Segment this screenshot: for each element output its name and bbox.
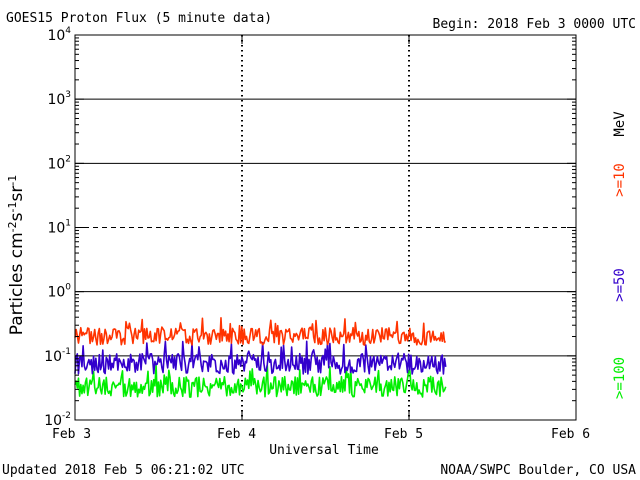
y-tick-label: 101 [47, 219, 71, 237]
series-layer [74, 317, 447, 398]
y-tick-label: 102 [47, 154, 71, 172]
grid-layer [75, 35, 576, 420]
chart-title: GOES15 Proton Flux (5 minute data) [6, 11, 272, 26]
legend-unit: MeV [612, 111, 628, 137]
x-axis-label: Universal Time [269, 443, 379, 458]
series-line-50 [74, 340, 447, 375]
x-tick-label: Feb 3 [52, 427, 91, 442]
axis-layer [74, 34, 577, 421]
series-line-10 [74, 317, 447, 346]
begin-label: Begin: 2018 Feb 3 0000 UTC [433, 17, 637, 32]
legend-label-10: >=10 [612, 163, 628, 197]
y-tick-label: 100 [47, 283, 71, 301]
y-tick-label: 10-2 [44, 411, 71, 429]
legend: >=10 >=50 >=100 MeV [612, 111, 628, 399]
x-tick-label: Feb 5 [384, 427, 423, 442]
y-axis-label: Particles cm-2s-1sr-1 [6, 175, 27, 336]
x-tick-label: Feb 6 [551, 427, 590, 442]
legend-label-100: >=100 [612, 357, 628, 399]
y-tick-label: 10-1 [44, 347, 71, 365]
x-tick-labels: Feb 3 Feb 4 Feb 5 Feb 6 [52, 427, 590, 442]
x-tick-label: Feb 4 [217, 427, 256, 442]
legend-label-50: >=50 [612, 268, 628, 302]
y-tick-label: 104 [47, 26, 71, 44]
y-tick-label: 103 [47, 90, 71, 108]
y-tick-labels: 104 103 102 101 100 10-1 10-2 [44, 26, 71, 429]
updated-timestamp: Updated 2018 Feb 5 06:21:02 UTC [2, 463, 245, 478]
source-label: NOAA/SWPC Boulder, CO USA [440, 463, 636, 478]
series-line-100 [74, 364, 447, 398]
